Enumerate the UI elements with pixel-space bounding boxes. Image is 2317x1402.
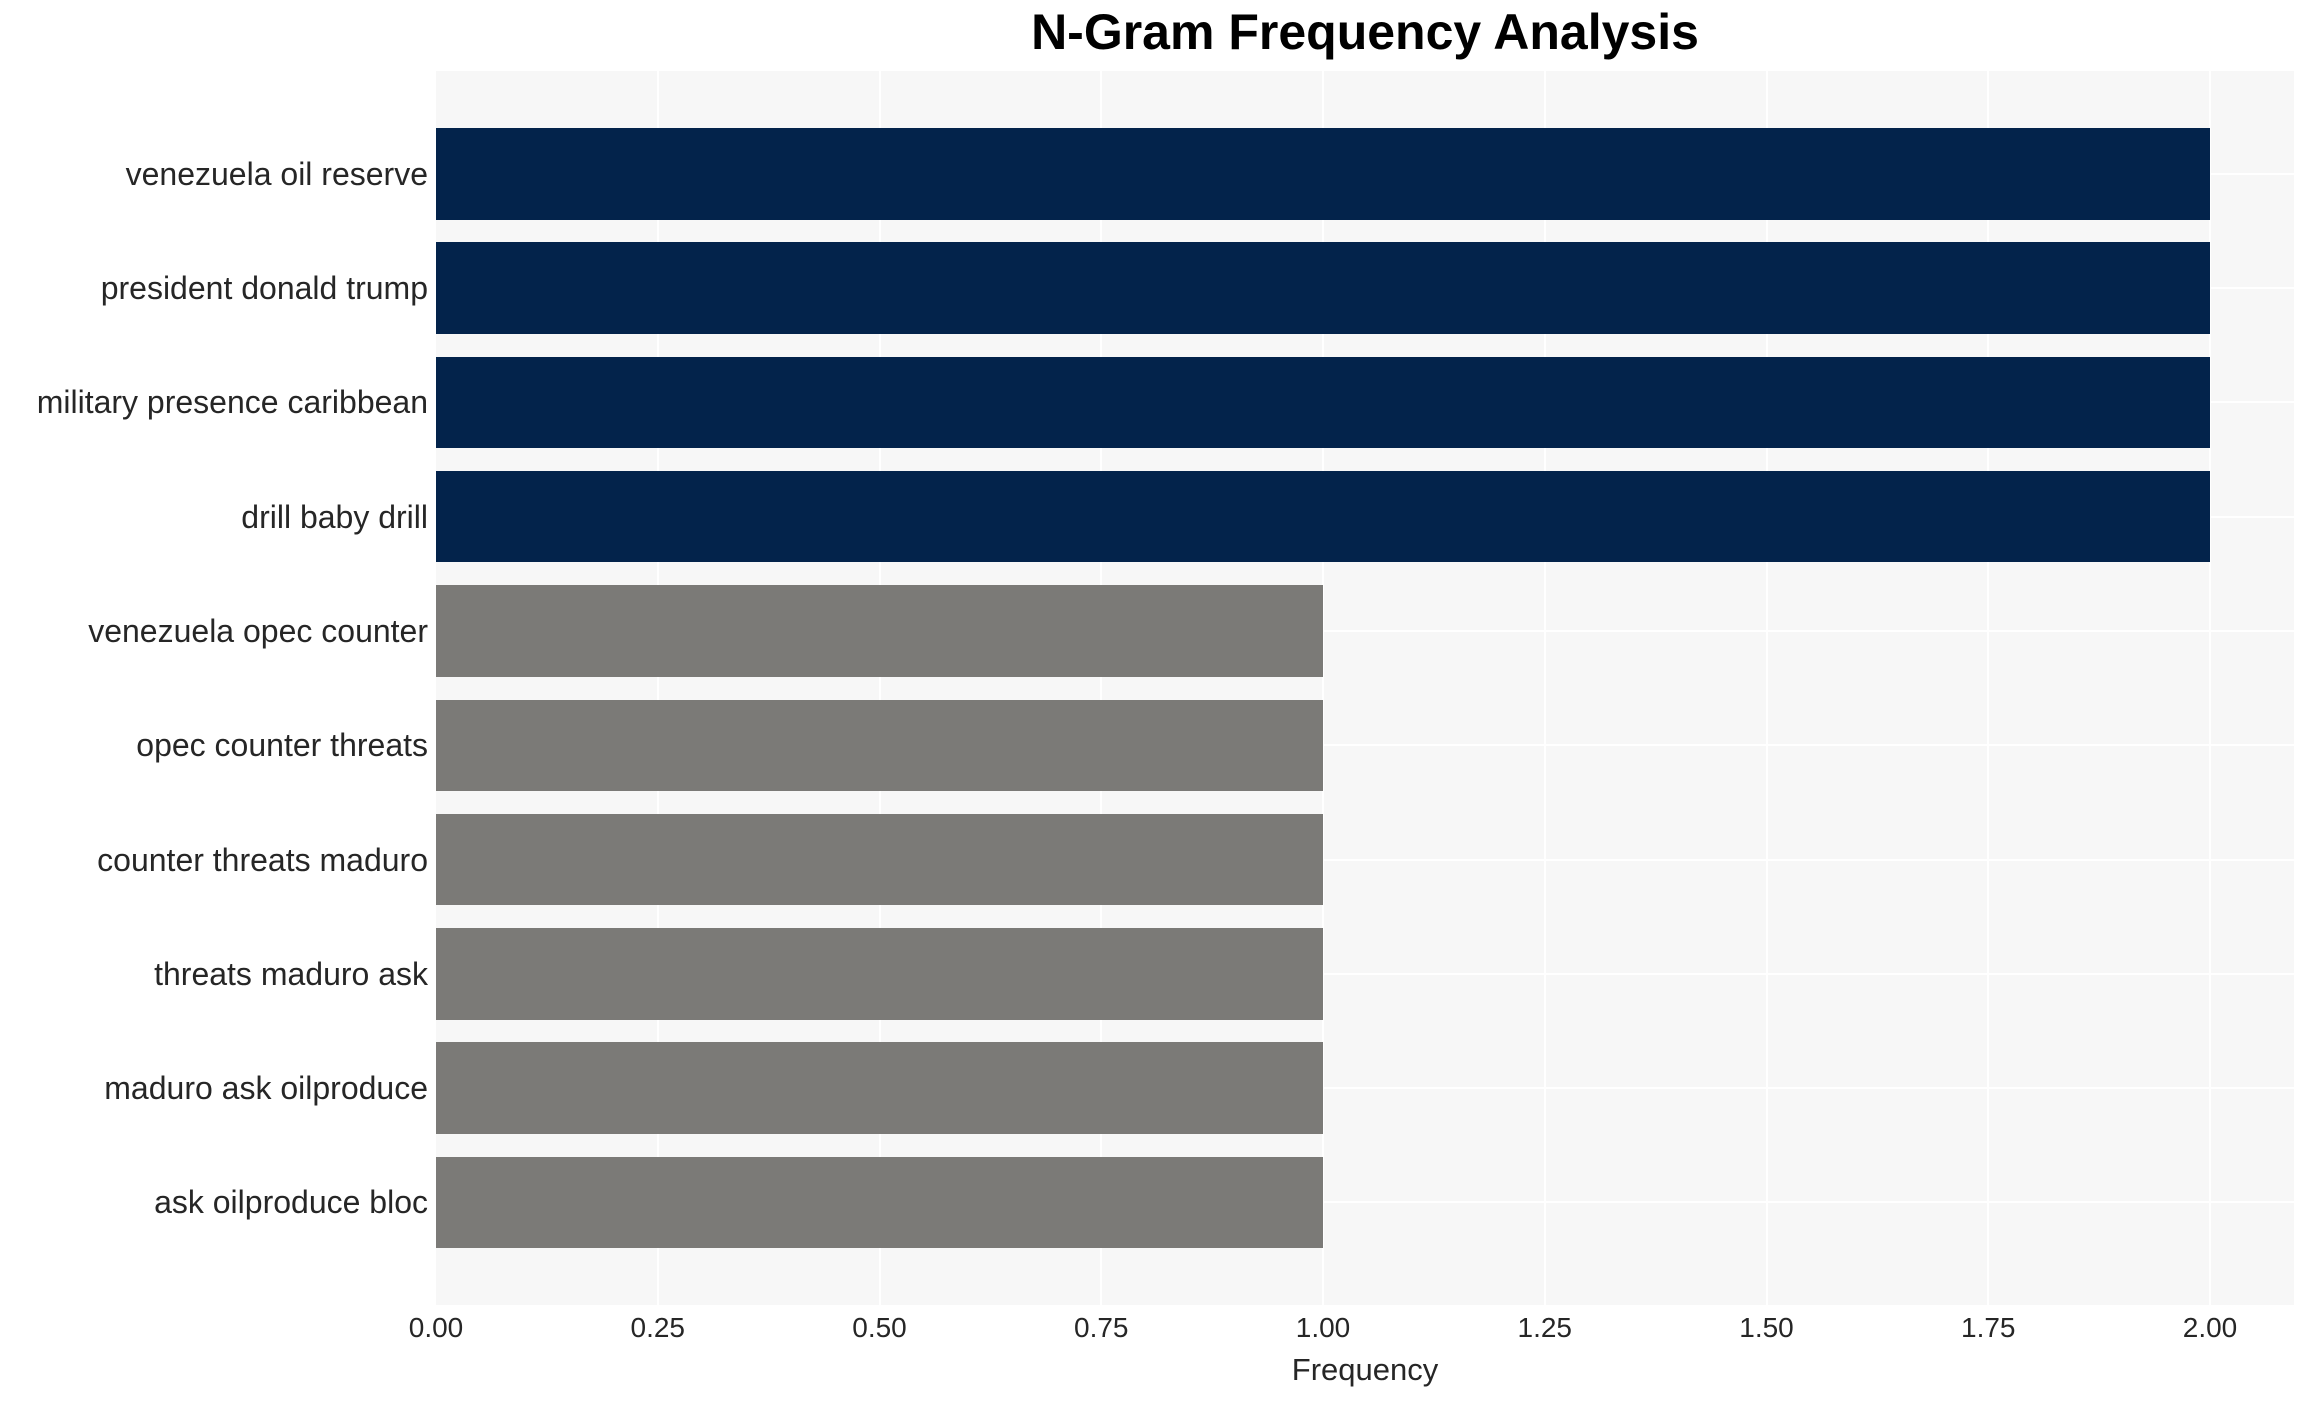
x-tick-label: 2.00 — [2182, 1312, 2238, 1343]
grid-line-horizontal — [436, 1201, 2294, 1204]
y-tick-label: ask oilproduce bloc — [154, 1184, 428, 1221]
y-tick-label: president donald trump — [100, 270, 428, 307]
grid-line-vertical — [1322, 71, 1324, 1305]
y-tick-label: venezuela oil reserve — [125, 155, 428, 192]
grid-line-horizontal — [436, 1087, 2294, 1090]
y-tick-label: counter threats maduro — [97, 841, 428, 878]
y-tick-label: drill baby drill — [241, 498, 428, 535]
chart-title: N-Gram Frequency Analysis — [1031, 4, 1699, 60]
x-tick-label: 1.25 — [1517, 1312, 1573, 1343]
bar — [436, 128, 2210, 220]
y-tick-label: military presence caribbean — [36, 384, 428, 421]
grid-line-vertical — [1987, 71, 1990, 1305]
bar — [436, 1156, 1323, 1249]
bar — [436, 585, 1323, 677]
grid-line-horizontal — [436, 858, 2294, 861]
y-tick-label: venezuela opec counter — [88, 612, 428, 649]
y-tick-label: threats maduro ask — [154, 955, 428, 992]
grid-line-vertical — [1765, 71, 1768, 1305]
x-tick-label: 1.50 — [1739, 1312, 1794, 1343]
grid-line-vertical — [878, 71, 881, 1305]
grid-line-horizontal — [436, 629, 2294, 632]
x-tick-label: 0.50 — [852, 1312, 907, 1343]
y-tick-label: maduro ask oilproduce — [104, 1070, 428, 1107]
grid-line-vertical — [2209, 71, 2211, 1305]
bar — [436, 813, 1323, 906]
bar — [436, 928, 1323, 1020]
x-tick-label: 0.00 — [408, 1312, 464, 1343]
bar — [436, 356, 2210, 449]
x-axis-title: Frequency — [1291, 1352, 1439, 1387]
y-tick-label: opec counter threats — [136, 727, 428, 764]
x-tick-label: 1.75 — [1961, 1312, 2016, 1343]
x-tick-label: 0.75 — [1074, 1312, 1129, 1343]
x-tick-label: 0.25 — [630, 1312, 686, 1343]
bar — [436, 699, 1323, 791]
grid-line-vertical — [1543, 71, 1546, 1305]
bar — [436, 242, 2210, 334]
grid-line-vertical — [1100, 71, 1103, 1305]
bar — [436, 470, 2210, 563]
plot-area — [436, 71, 2294, 1305]
grid-line-vertical — [656, 71, 659, 1305]
x-tick-label: 1.00 — [1295, 1312, 1351, 1343]
grid-line-horizontal — [436, 972, 2294, 975]
bar — [436, 1042, 1323, 1134]
grid-line-horizontal — [436, 744, 2294, 747]
